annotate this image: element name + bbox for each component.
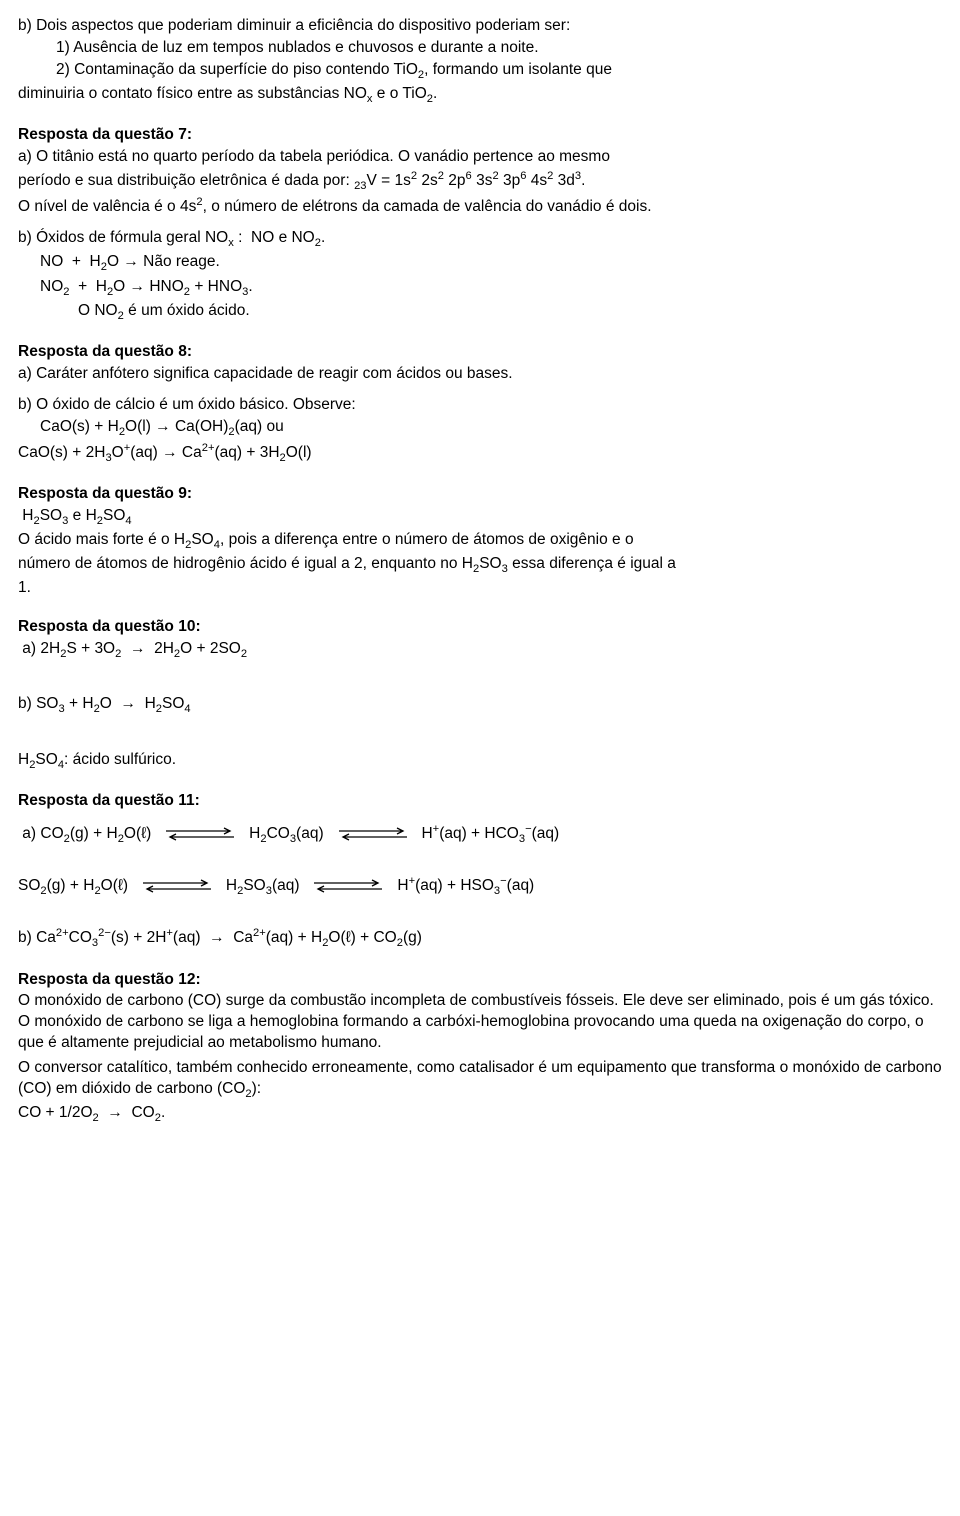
- q10-block: Resposta da questão 10: a) 2H2S + 3O2 → …: [18, 617, 942, 772]
- chem-formula: H+(aq) + HSO3−(aq): [389, 877, 534, 894]
- q7-block: Resposta da questão 7: a) O titânio está…: [18, 125, 942, 324]
- text: b) Óxidos de fórmula geral: [18, 229, 205, 246]
- q11-heading: Resposta da questão 11:: [18, 791, 942, 812]
- chem-formula: 23V = 1s2 2s2 2p6 3s2 3p6 4s2 3d3.: [354, 172, 585, 189]
- q6b-item2-line1: 2) Contaminação da superfície do piso co…: [18, 60, 942, 83]
- q6b-item2-line2: diminuiria o contato físico entre as sub…: [18, 84, 942, 107]
- chem-formula: H2SO3 e H2SO4: [18, 507, 132, 524]
- chem-formula: CaO(s) + H2O(l) → Ca(OH)2(aq) ou: [40, 418, 284, 435]
- q7-a-line2: período e sua distribuição eletrônica é …: [18, 169, 942, 194]
- text: essa diferença é igual a: [508, 555, 676, 572]
- q10-a: a) 2H2S + 3O2 → 2H2O + 2SO2: [18, 639, 942, 662]
- chem-formula: NO2 + H2O → HNO2 + HNO3.: [40, 278, 253, 295]
- q9-line3: número de átomos de hidrogênio ácido é i…: [18, 554, 942, 577]
- chem-formula: CaO(s) + 2H3O+(aq) → Ca2+(aq) + 3H2O(l): [18, 444, 312, 461]
- chem-formula: b) Ca2+CO32−(s) + 2H+(aq) → Ca2+(aq) + H…: [18, 929, 422, 946]
- text: número de átomos de hidrogênio ácido é i…: [18, 555, 473, 572]
- text: , formando um isolante que: [424, 61, 612, 78]
- q9-line4: 1.: [18, 578, 942, 599]
- q7-a-line1: a) O titânio está no quarto período da t…: [18, 147, 942, 168]
- chem-formula: 4s2: [180, 198, 203, 215]
- q8-block: Resposta da questão 8: a) Caráter anfóte…: [18, 342, 942, 466]
- q7-a-line3: O nível de valência é o 4s2, o número de…: [18, 195, 942, 218]
- equilibrium-arrow-icon: [164, 826, 236, 842]
- q7-eq3: O NO2 é um óxido ácido.: [18, 301, 942, 324]
- chem-formula: a) CO2(g) + H2O(ℓ): [18, 825, 160, 842]
- q8-b-intro: b) O óxido de cálcio é um óxido básico. …: [18, 395, 942, 416]
- text: Não reage.: [139, 253, 220, 270]
- chem-formula: SO2(g) + H2O(ℓ): [18, 877, 137, 894]
- q11-b: b) Ca2+CO32−(s) + 2H+(aq) → Ca2+(aq) + H…: [18, 926, 942, 951]
- q8-a: a) Caráter anfótero significa capacidade…: [18, 364, 942, 385]
- text: SO: [191, 531, 213, 548]
- chem-formula: NOx : NO e NO2.: [205, 229, 325, 246]
- q6b-item1: 1) Ausência de luz em tempos nublados e …: [18, 38, 942, 59]
- text: O ácido mais forte é o H: [18, 531, 185, 548]
- chem-formula: H2SO4: [18, 751, 64, 768]
- q11-so2: SO2(g) + H2O(ℓ) H2SO3(aq) H+(aq) + HSO3−…: [18, 874, 942, 899]
- q7-heading: Resposta da questão 7:: [18, 125, 942, 146]
- q12-block: Resposta da questão 12: O monóxido de ca…: [18, 970, 942, 1127]
- q12-heading: Resposta da questão 12:: [18, 970, 942, 991]
- q8-heading: Resposta da questão 8:: [18, 342, 942, 363]
- q11-block: Resposta da questão 11: a) CO2(g) + H2O(…: [18, 791, 942, 952]
- text: diminuiria o contato físico entre as sub…: [18, 85, 367, 102]
- equilibrium-arrow-icon: [141, 878, 213, 894]
- chem-formula: b) SO3 + H2O → H2SO4: [18, 695, 191, 712]
- chem-formula: H2CO3(aq): [241, 825, 333, 842]
- chem-formula: NO + H2O →: [40, 253, 139, 270]
- q6b-intro: b) Dois aspectos que poderiam diminuir a…: [18, 16, 942, 37]
- q12-eq: CO + 1/2O2 → CO2.: [18, 1103, 942, 1126]
- chem-formula: O NO2: [78, 302, 124, 319]
- q12-p2: O conversor catalítico, também conhecido…: [18, 1058, 942, 1102]
- chem-formula: H2SO3(aq): [217, 877, 308, 894]
- q12-p1: O monóxido de carbono (CO) surge da comb…: [18, 991, 942, 1054]
- q9-line1: H2SO3 e H2SO4: [18, 506, 942, 529]
- text: O nível de valência é o: [18, 198, 180, 215]
- chem-formula: H+(aq) + HCO3−(aq): [413, 825, 559, 842]
- q8-eq1: CaO(s) + H2O(l) → Ca(OH)2(aq) ou: [18, 417, 942, 440]
- text: SO: [479, 555, 501, 572]
- q10-label: H2SO4: ácido sulfúrico.: [18, 750, 942, 773]
- chem-formula: CO + 1/2O2 → CO2.: [18, 1104, 165, 1121]
- text: O conversor catalítico, também conhecido…: [18, 1059, 942, 1097]
- q7-eq2: NO2 + H2O → HNO2 + HNO3.: [18, 277, 942, 300]
- q7-eq1: NO + H2O → Não reage.: [18, 252, 942, 275]
- text: , pois a diferença entre o número de áto…: [220, 531, 634, 548]
- q11-a: a) CO2(g) + H2O(ℓ) H2CO3(aq) H+(aq) + HC…: [18, 822, 942, 847]
- text: ):: [252, 1080, 261, 1097]
- text: período e sua distribuição eletrônica é …: [18, 172, 354, 189]
- text: e o TiO: [373, 85, 427, 102]
- q10-b: b) SO3 + H2O → H2SO4: [18, 694, 942, 717]
- q9-line2: O ácido mais forte é o H2SO4, pois a dif…: [18, 530, 942, 553]
- q6b-block: b) Dois aspectos que poderiam diminuir a…: [18, 16, 942, 107]
- equilibrium-arrow-icon: [312, 878, 384, 894]
- q9-heading: Resposta da questão 9:: [18, 484, 942, 505]
- text: .: [433, 85, 437, 102]
- equilibrium-arrow-icon: [337, 826, 409, 842]
- text: é um óxido ácido.: [124, 302, 250, 319]
- text: , o número de elétrons da camada de valê…: [203, 198, 652, 215]
- text: : ácido sulfúrico.: [64, 751, 176, 768]
- q8-eq2: CaO(s) + 2H3O+(aq) → Ca2+(aq) + 3H2O(l): [18, 441, 942, 466]
- chem-formula: a) 2H2S + 3O2 → 2H2O + 2SO2: [18, 640, 247, 657]
- text: 2) Contaminação da superfície do piso co…: [56, 61, 418, 78]
- q9-block: Resposta da questão 9: H2SO3 e H2SO4 O á…: [18, 484, 942, 599]
- q10-heading: Resposta da questão 10:: [18, 617, 942, 638]
- q7-b-intro: b) Óxidos de fórmula geral NOx : NO e NO…: [18, 228, 942, 251]
